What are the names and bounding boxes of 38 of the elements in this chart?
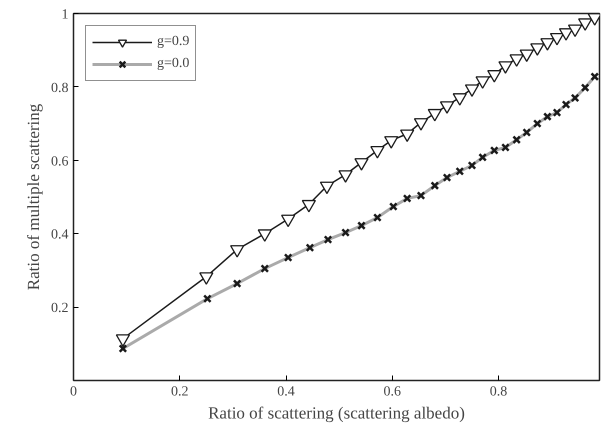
legend-label: g=0.0	[157, 56, 190, 72]
y-tick-label: 0.2	[51, 301, 68, 316]
point	[354, 158, 369, 171]
x-tick-label: 0.2	[171, 384, 189, 400]
point	[338, 170, 353, 183]
point	[498, 61, 513, 74]
point	[452, 93, 467, 106]
y-tick-label: 0.8	[51, 80, 68, 96]
point	[475, 76, 490, 89]
point	[414, 118, 428, 131]
point	[428, 108, 442, 122]
point	[509, 54, 524, 67]
point	[540, 38, 555, 51]
point	[384, 136, 398, 149]
y-axis-title: Ratio of multiple scattering	[24, 103, 43, 290]
point	[568, 24, 582, 38]
y-tick-label: 1	[62, 8, 68, 22]
point	[550, 32, 564, 46]
point	[487, 70, 502, 83]
point	[302, 200, 316, 212]
x-tick-label: 0.6	[384, 384, 402, 400]
y-tick-label: 0.4	[51, 228, 68, 243]
point	[464, 84, 480, 97]
point	[400, 129, 414, 142]
point	[370, 146, 385, 159]
y-tick-label: 0.6	[51, 154, 68, 170]
x-axis-title: Ratio of scattering (scattering albedo)	[208, 404, 465, 422]
point	[558, 28, 574, 41]
x-tick-label: 0	[70, 384, 77, 400]
point	[440, 101, 454, 114]
point	[320, 182, 334, 194]
point	[530, 43, 544, 56]
x-tick-label: 0.4	[277, 384, 295, 400]
point	[578, 18, 592, 31]
x-tick-label: 0.8	[490, 384, 508, 400]
point	[258, 229, 272, 242]
legend-label: g=0.9	[157, 34, 190, 50]
point	[520, 49, 534, 62]
